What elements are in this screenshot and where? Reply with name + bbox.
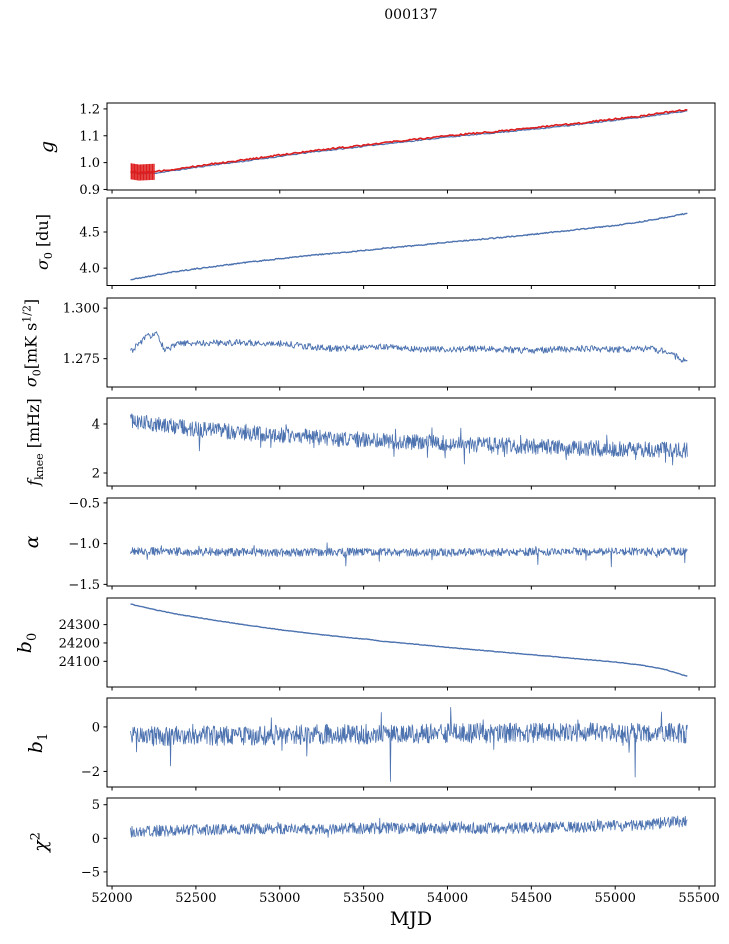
panel-chi2: −5 0 5 52000 52500 53000 53500 54000 54500 55000 5… <box>81 797 720 906</box>
ytick-label-b0: 24300 <box>59 618 100 633</box>
panel-b1: −2 0 <box>81 697 716 791</box>
ylabel-sigma0-du: σ0 [du] <box>33 214 55 270</box>
ytick-label-alpha: −0.5 <box>68 496 100 511</box>
series-b1 <box>130 706 688 782</box>
panel-frame-sigma0_du <box>106 197 716 286</box>
ylabel-part: b <box>25 740 48 753</box>
series-alpha <box>130 542 688 568</box>
panel-frame-sigma0_mK <box>106 297 716 388</box>
ytick-label-chi2: 5 <box>92 798 100 813</box>
ylabel-sigma0-mk: σ0[mK s1/2] <box>21 298 44 386</box>
ylabel-part: b <box>14 640 37 653</box>
ylabel-part: g <box>36 140 58 153</box>
panel-frame-g <box>106 102 716 191</box>
panel-b0: 24100 24200 24300 <box>59 597 716 691</box>
series-f-knee <box>130 413 688 466</box>
ytick-label-sigma0_mK: 1.275 <box>63 352 100 367</box>
panel-frame-chi2 <box>106 797 716 887</box>
ylabel-chi2: χ2 <box>28 832 51 852</box>
ylabel-part: [du] <box>33 213 53 252</box>
series-b0 <box>130 603 688 677</box>
xtick-label: 52500 <box>175 891 216 906</box>
ylabel-b0: b0 <box>14 632 40 652</box>
ytick-label-chi2: 0 <box>92 832 100 847</box>
ytick-label-b1: −2 <box>81 765 100 780</box>
x-axis-label: MJD <box>389 908 433 930</box>
ytick-label-g: 1.2 <box>79 102 100 117</box>
ylabel-part: [mK s <box>21 322 41 369</box>
ylabel-part: α <box>21 535 43 549</box>
ytick-label-f_knee: 4 <box>92 417 100 432</box>
ytick-label-alpha: −1.0 <box>68 537 100 552</box>
series-sigma0-mK <box>130 331 688 363</box>
ylabel-part: 2 <box>28 832 44 841</box>
ylabel-alpha: α <box>21 536 43 549</box>
series-g-fit-blue <box>130 110 688 175</box>
ylabel-part: f <box>24 479 44 486</box>
xtick-label: 54000 <box>427 891 468 906</box>
ylabel-part: 1 <box>35 732 51 741</box>
ytick-label-b0: 24200 <box>59 636 100 651</box>
panel-frame-b1 <box>106 697 716 788</box>
ylabel-part: σ <box>33 258 53 270</box>
panel-f_knee: 24 <box>92 397 716 490</box>
panel-g: 0.9 1.0 1.1 1.2 <box>79 102 716 198</box>
ytick-label-chi2: −5 <box>81 865 100 880</box>
xtick-label: 53500 <box>343 891 384 906</box>
ylabel-part: 0 <box>24 632 40 641</box>
panel-sigma0_mK: 1.275 1.300 <box>63 297 716 391</box>
series-chi2 <box>130 815 688 838</box>
figure-title: 000137 <box>384 7 438 23</box>
ytick-label-sigma0_mK: 1.300 <box>63 302 100 317</box>
panel-frame-b0 <box>106 597 716 688</box>
ylabel-part: χ <box>29 840 52 852</box>
ytick-label-sigma0_du: 4.5 <box>79 225 100 240</box>
ylabel-b1: b1 <box>25 732 51 752</box>
ytick-label-g: 1.1 <box>79 129 100 144</box>
panel-alpha: −1.5 −1.0 −0.5 <box>68 496 716 593</box>
panel-frame-f_knee <box>106 397 716 487</box>
ylabel-part: σ <box>21 375 41 387</box>
ylabel-part: 0 <box>30 368 44 376</box>
ytick-label-b1: 0 <box>92 720 100 735</box>
series-sigma0-du <box>130 212 688 281</box>
ylabel-g: g <box>36 140 58 152</box>
xtick-label: 55500 <box>678 891 719 906</box>
xtick-label: 52000 <box>91 891 132 906</box>
ylabel-part: 1/2 <box>20 304 34 323</box>
ylabel-part: ] <box>21 298 41 305</box>
xtick-label: 54500 <box>511 891 552 906</box>
series-g-meas-red <box>130 108 688 175</box>
panel-frame-alpha <box>106 497 716 587</box>
ytick-label-b0: 24100 <box>59 655 100 670</box>
ytick-label-sigma0_du: 4.0 <box>79 262 100 277</box>
ytick-label-f_knee: 2 <box>92 467 100 482</box>
panel-sigma0_du: 4.0 4.5 <box>79 197 716 289</box>
ytick-label-g: 0.9 <box>79 183 100 198</box>
ytick-label-g: 1.0 <box>79 156 100 171</box>
xtick-label: 53000 <box>259 891 300 906</box>
xtick-label: 55000 <box>595 891 636 906</box>
ytick-label-alpha: −1.5 <box>68 578 100 593</box>
ylabel-part: [mHz] <box>24 398 44 454</box>
ylabel-part: knee <box>32 453 46 480</box>
ylabel-fknee: fknee [mHz] <box>24 398 46 486</box>
ylabel-part: 0 <box>41 251 55 259</box>
